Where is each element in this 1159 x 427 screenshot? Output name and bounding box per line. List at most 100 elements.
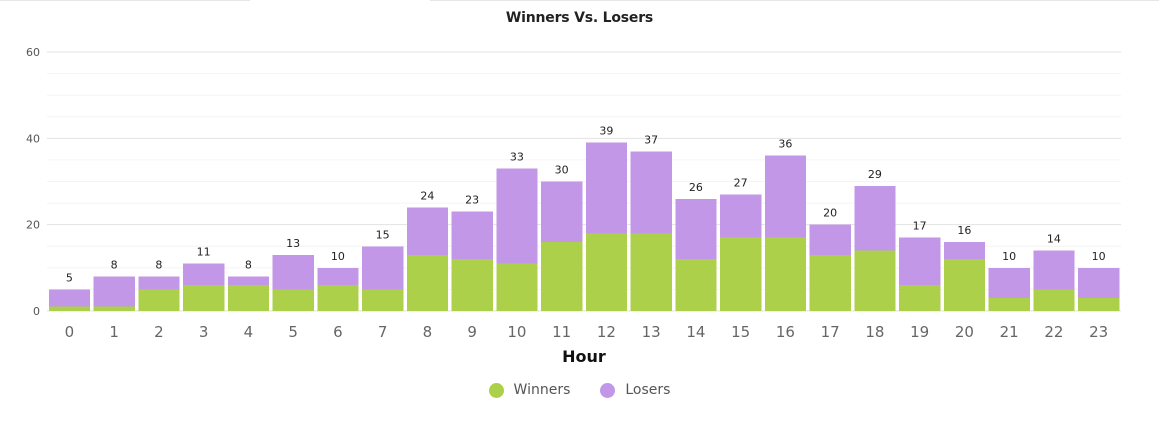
bar-winners-7: [362, 289, 404, 311]
data-label-total: 10: [331, 250, 345, 263]
bar-winners-22: [1033, 289, 1075, 311]
y-tick-label: 40: [26, 132, 40, 145]
data-label-total: 14: [1047, 233, 1061, 246]
bar-losers-6: [317, 267, 359, 286]
bar-losers-21: [988, 267, 1030, 299]
bar-losers-22: [1033, 250, 1075, 290]
bar-losers-9: [451, 211, 493, 260]
bar-winners-12: [585, 233, 627, 311]
data-label-total: 24: [420, 189, 434, 202]
x-tick-label: 16: [776, 323, 795, 341]
bar-losers-8: [406, 207, 448, 255]
x-tick-label: 20: [955, 323, 974, 341]
data-label-total: 13: [286, 237, 300, 250]
bar-winners-11: [541, 241, 583, 311]
y-tick-label: 0: [33, 305, 40, 318]
x-tick-label: 11: [552, 323, 571, 341]
bar-winners-3: [183, 285, 225, 311]
bar-losers-13: [630, 151, 672, 234]
bar-losers-19: [899, 237, 941, 286]
bar-winners-0: [48, 306, 90, 311]
x-tick-label: 12: [597, 323, 616, 341]
data-label-total: 37: [644, 133, 658, 146]
bar-losers-11: [541, 181, 583, 242]
data-label-total: 5: [66, 271, 73, 284]
bar-winners-5: [272, 289, 314, 311]
bar-losers-15: [720, 194, 762, 238]
bar-losers-3: [183, 263, 225, 286]
data-label-total: 39: [599, 125, 613, 138]
data-label-total: 17: [913, 220, 927, 233]
bar-winners-6: [317, 285, 359, 311]
legend-label-losers: Losers: [625, 382, 671, 398]
bar-winners-16: [764, 237, 806, 311]
bar-losers-20: [943, 241, 985, 260]
data-label-total: 33: [510, 151, 524, 164]
bar-winners-9: [451, 259, 493, 311]
x-tick-label: 22: [1044, 323, 1063, 341]
legend-item-winners[interactable]: Winners: [488, 382, 571, 398]
data-label-total: 11: [197, 246, 211, 259]
legend-marker-winners: [488, 382, 504, 398]
bar-losers-1: [93, 276, 135, 307]
bars-layer: [48, 142, 1120, 311]
bar-losers-17: [809, 224, 851, 255]
x-tick-label: 13: [642, 323, 661, 341]
bar-losers-12: [585, 142, 627, 234]
bar-losers-23: [1078, 267, 1120, 299]
data-label-total: 16: [957, 224, 971, 237]
top-divider-left: [0, 0, 250, 1]
x-axis-title: Hour: [562, 347, 606, 366]
bar-winners-14: [675, 259, 717, 311]
bar-winners-10: [496, 263, 538, 311]
bar-losers-16: [764, 155, 806, 238]
data-label-total: 27: [734, 176, 748, 189]
bar-winners-13: [630, 233, 672, 311]
bar-winners-21: [988, 298, 1030, 311]
x-tick-label: 14: [686, 323, 705, 341]
bar-losers-5: [272, 254, 314, 290]
bar-losers-2: [138, 276, 180, 290]
x-tick-label: 17: [821, 323, 840, 341]
x-tick-label: 1: [109, 323, 119, 341]
bar-winners-2: [138, 289, 180, 311]
data-label-total: 23: [465, 194, 479, 207]
data-label-total: 8: [245, 258, 252, 271]
data-label-total: 8: [111, 258, 118, 271]
data-label-total: 10: [1092, 250, 1106, 263]
bar-losers-14: [675, 198, 717, 260]
data-label-total: 20: [823, 207, 837, 220]
x-tick-label: 0: [65, 323, 75, 341]
y-tick-label: 20: [26, 219, 40, 232]
bar-winners-1: [93, 306, 135, 311]
grid-layer: [47, 51, 1121, 312]
x-tick-label: 7: [378, 323, 388, 341]
x-tick-label: 8: [423, 323, 433, 341]
bar-losers-0: [48, 289, 90, 307]
x-tick-label: 15: [731, 323, 750, 341]
data-label-total: 29: [868, 168, 882, 181]
data-labels-layer: 5 8 8 11 8 13 10 15 24 23 33 30 39 37 26 27 36 20 29 17 16 10…: [66, 125, 1106, 285]
bar-losers-7: [362, 246, 404, 290]
data-label-total: 15: [376, 228, 390, 241]
bar-winners-8: [406, 254, 448, 311]
legend-label-winners: Winners: [513, 382, 571, 398]
legend-item-losers[interactable]: Losers: [600, 382, 670, 398]
bar-winners-17: [809, 254, 851, 311]
x-tick-label: 19: [910, 323, 929, 341]
x-tick-label: 5: [288, 323, 298, 341]
x-tick-label: 21: [1000, 323, 1019, 341]
data-label-total: 36: [778, 138, 792, 151]
top-divider-right: [430, 0, 1159, 1]
legend: Winners Losers: [0, 382, 1159, 398]
bar-losers-18: [854, 185, 896, 251]
x-tick-label: 3: [199, 323, 209, 341]
bar-losers-10: [496, 168, 538, 264]
bar-losers-4: [227, 276, 269, 286]
x-tick-label: 23: [1089, 323, 1108, 341]
data-label-total: 10: [1002, 250, 1016, 263]
bar-winners-15: [720, 237, 762, 311]
x-tick-label: 6: [333, 323, 343, 341]
